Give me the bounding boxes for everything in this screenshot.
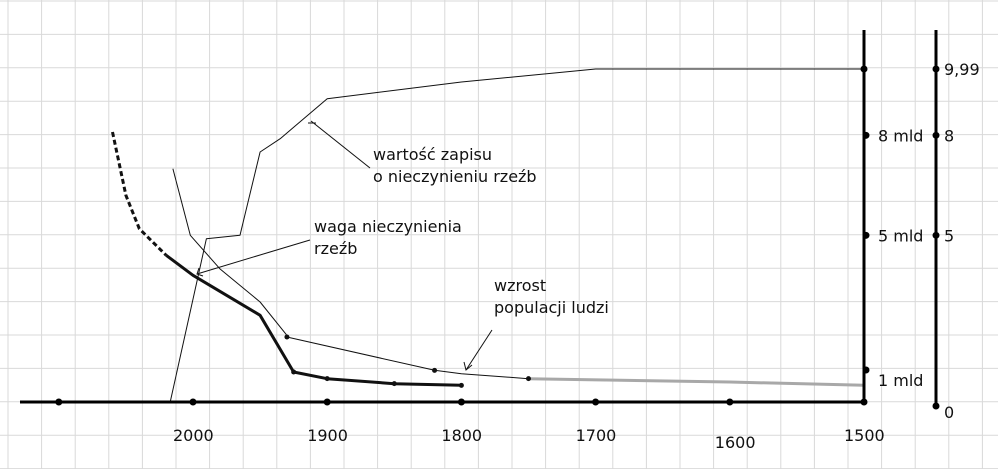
population-tick [862, 366, 870, 374]
right-tick-label: 8 [944, 126, 954, 145]
series-line-weight [172, 168, 288, 336]
data-point [291, 369, 297, 375]
population-tick [860, 65, 868, 73]
x-tick-label: 1500 [844, 426, 885, 445]
series-group [111, 68, 865, 403]
annotation-weight: waga nieczynienia [314, 217, 462, 236]
axis-marker [726, 398, 734, 406]
right-tick [932, 231, 940, 239]
data-point [324, 376, 330, 382]
axis-marker [323, 398, 331, 406]
x-tick-label: 1900 [307, 426, 348, 445]
x-tick-label: 2000 [173, 426, 214, 445]
population-tick-label: 5 mld [878, 226, 923, 245]
population-tick [862, 231, 870, 239]
population-tick-label: 8 mld [878, 126, 923, 145]
axis-marker [592, 398, 600, 406]
annotation-record: wartość zapisu [373, 145, 492, 164]
right-tick-label: 0 [944, 403, 954, 422]
annotation-population: populacji ludzi [494, 298, 609, 317]
population-tick-label: 1 mld [878, 371, 923, 390]
pointer-record [310, 120, 371, 169]
series-line-population_early [286, 336, 529, 380]
annotation-population: wzrost [494, 276, 546, 295]
series-line-population_bold [165, 254, 462, 387]
annotation-weight: rzeźb [314, 239, 357, 258]
annotation-record: o nieczynieniu rzeźb [373, 167, 537, 186]
x-tick-label: 1800 [441, 426, 482, 445]
series-line-record_value [169, 68, 864, 403]
arrowhead-weight [196, 267, 204, 277]
series-line-population_gray [528, 377, 865, 387]
data-point [432, 367, 438, 373]
right-tick [932, 402, 940, 410]
series-line-population_dashed [111, 131, 168, 257]
data-point [458, 382, 464, 388]
right-tick-label: 5 [944, 226, 954, 245]
arrowhead-population [463, 361, 473, 371]
axis-marker [189, 398, 197, 406]
pointer-population [465, 329, 493, 371]
pointer-weight [196, 239, 311, 275]
data-point [526, 376, 531, 382]
axis-marker [55, 398, 63, 406]
x-tick-label: 1700 [576, 426, 617, 445]
right-tick [932, 65, 940, 73]
annotations: wartość zapisu o nieczynieniu rzeźb waga n… [196, 120, 609, 371]
x-tick-label: 1600 [715, 433, 756, 452]
axis-marker [457, 398, 465, 406]
axis-marker [860, 398, 868, 406]
right-tick [932, 131, 940, 139]
right-tick-label: 9,99 [944, 60, 980, 79]
data-point [391, 381, 397, 387]
axes: 2000 1900 1800 1700 1600 1500 1 mld 5 mld 8 mld 0… [20, 30, 980, 452]
data-point [284, 334, 290, 340]
population-tick [862, 131, 870, 139]
